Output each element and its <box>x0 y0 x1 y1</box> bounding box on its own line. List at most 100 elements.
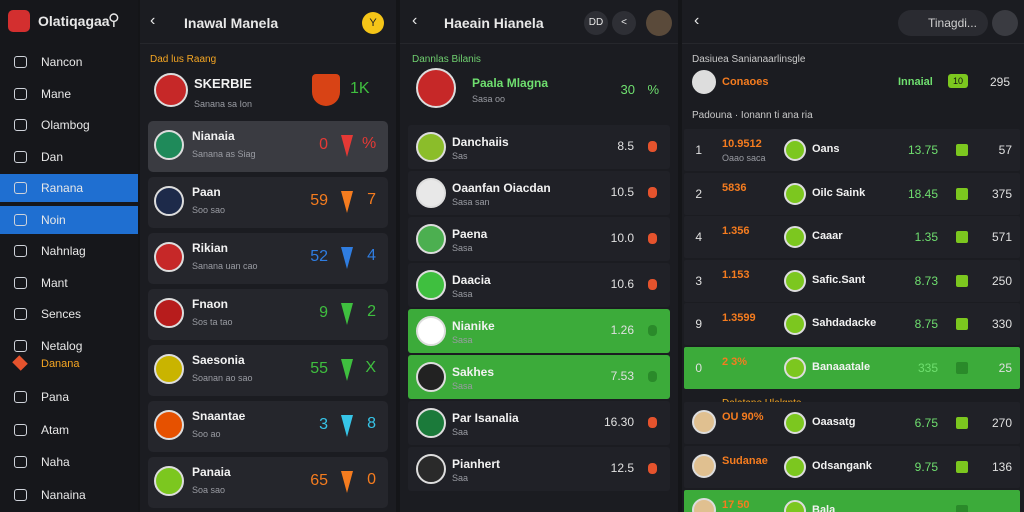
back-button[interactable]: ‹ <box>150 12 156 29</box>
player-avatar <box>784 226 806 248</box>
nav-item[interactable]: Mant <box>0 269 138 297</box>
indicator <box>956 417 968 429</box>
nav-item[interactable]: Nahnlag <box>0 237 138 265</box>
team-sub: Sasa <box>452 335 473 345</box>
player-name: Oans <box>812 143 840 155</box>
section-title: Padouna · Ionann ti ana ria <box>692 110 813 121</box>
code: Sudanae <box>722 455 768 467</box>
nav-item[interactable]: Nanaina <box>0 481 138 509</box>
code: OU 90% <box>722 411 764 423</box>
sidebar: Olatiqagaa ⚲ Nancon Mane Olambog Dan Ranana N… <box>0 0 138 512</box>
rank: 2 <box>695 186 702 201</box>
rank: 3 <box>695 273 702 288</box>
team-sub: Saa <box>452 427 469 437</box>
nav-item[interactable]: Nancon <box>0 48 138 76</box>
badge[interactable]: Y <box>362 12 384 34</box>
indicator <box>648 141 657 152</box>
nav-item[interactable]: Mane <box>0 80 138 108</box>
value: 13.75 <box>907 143 938 157</box>
list-row[interactable]: Fnaon Sos ta tao 9 2 <box>148 289 388 340</box>
nav-label: Ranana <box>41 181 84 195</box>
nav-icon <box>14 456 27 468</box>
indicator <box>956 318 968 330</box>
value: 18.45 <box>907 186 938 201</box>
back-button[interactable]: ‹ <box>694 12 700 29</box>
nav-item[interactable]: Dan <box>0 143 138 171</box>
list-row[interactable]: Nianike Sasa 1.26 <box>408 309 670 353</box>
crest <box>312 74 340 106</box>
nav-item[interactable]: Naha <box>0 448 138 476</box>
section-title: Dannlas Bilanis <box>412 54 481 65</box>
player-sub: Soanan ao sao <box>192 373 253 383</box>
profile-avatar[interactable] <box>992 10 1018 36</box>
avatar <box>154 73 188 107</box>
team-name: Daacia <box>452 273 491 287</box>
list-row[interactable]: Rikian Sanana uan cao 52 4 <box>148 233 388 284</box>
player-avatar <box>784 269 806 292</box>
avatar <box>692 410 716 434</box>
list-row[interactable]: 9 1.3599 Sahdadacke 8.75 330 <box>684 303 1020 345</box>
nav-item[interactable]: Sences <box>0 300 138 328</box>
header: ‹ Haeain Hianela <box>400 0 678 44</box>
indicator <box>956 231 968 243</box>
side-value: X <box>365 359 376 376</box>
nav-item[interactable]: Noin <box>0 205 138 234</box>
list-row[interactable]: Snaantae Soo ao 3 8 <box>148 401 388 452</box>
nav-label: Pana <box>41 390 70 404</box>
right-value: 57 <box>998 143 1012 157</box>
nav-item[interactable]: Olambog <box>0 111 138 139</box>
player-name: Safic.Sant <box>812 273 866 286</box>
team-sub: Saa <box>452 473 469 483</box>
avatar <box>154 354 184 384</box>
list-row[interactable]: Daacia Sasa 10.6 <box>408 263 670 307</box>
right-value: 250 <box>991 273 1012 288</box>
score: 0 <box>319 136 328 153</box>
list-row[interactable]: Par Isanalia Saa 16.30 <box>408 401 670 445</box>
trend-marker <box>341 359 353 381</box>
team-sub: Sasa <box>452 381 473 391</box>
code: 5836 <box>722 181 747 194</box>
avatar <box>154 130 184 160</box>
search-box[interactable]: Tinagdi... <box>898 10 988 36</box>
search-icon[interactable]: ⚲ <box>108 12 120 29</box>
list-row[interactable]: Saesonia Soanan ao sao 55 X <box>148 345 388 396</box>
value: 1.26 <box>610 323 634 337</box>
header: ‹ Tinagdi... <box>682 0 1024 44</box>
profile-avatar[interactable] <box>646 10 672 36</box>
list-row[interactable]: 1 10.9512 Oaao saca Oans 13.75 57 <box>684 129 1020 171</box>
nav-icon <box>14 276 27 289</box>
nav-icon <box>14 308 27 320</box>
nav-label: Naha <box>41 455 70 469</box>
nav-item[interactable]: Atam <box>0 416 138 444</box>
list-row[interactable]: 4 1.356 Caaar 1.35 571 <box>684 216 1020 258</box>
list-row[interactable]: Paan Soo sao 59 7 <box>148 177 388 228</box>
list-row[interactable]: OU 90% Oaasatg 6.75 270 <box>684 402 1020 444</box>
trend-marker <box>341 303 353 325</box>
header-button[interactable]: < <box>612 11 636 35</box>
list-row[interactable]: Oaanfan Oiacdan Sasa san 10.5 <box>408 171 670 215</box>
list-row[interactable]: Sudanae Odsangank 9.75 136 <box>684 446 1020 488</box>
list-row[interactable]: Nianaia Sanana as Siag 0% <box>148 121 388 172</box>
list-row[interactable]: Paena Sasa 10.0 <box>408 217 670 261</box>
nav-item[interactable]: Ranana <box>0 174 138 202</box>
header-button[interactable]: DD <box>584 11 608 35</box>
team-name: Danchaiis <box>452 135 509 149</box>
nav-item[interactable]: Pana <box>0 383 138 411</box>
indicator <box>648 417 657 428</box>
code-sub: Oaao saca <box>722 153 766 163</box>
list-row[interactable]: Pianhert Saa 12.5 <box>408 447 670 491</box>
list-row[interactable]: Sakhes Sasa 7.53 <box>408 355 670 399</box>
list-row[interactable]: Danchaiis Sas 8.5 <box>408 125 670 169</box>
player-name: Snaantae <box>192 409 246 423</box>
list-row[interactable]: 17 50 Bala <box>684 490 1020 512</box>
nav-item[interactable]: Netalog <box>0 332 138 360</box>
list-row[interactable]: 0 2 3% Banaaatale 335 25 <box>684 346 1020 389</box>
player-avatar <box>784 412 806 434</box>
rank: 9 <box>695 317 702 331</box>
list-row[interactable]: 2 5836 Oilc Saink 18.45 375 <box>684 172 1020 215</box>
list-row[interactable]: 3 1.153 Safic.Sant 8.73 250 <box>684 259 1020 302</box>
back-button[interactable]: ‹ <box>412 12 418 29</box>
list-row[interactable]: Panaia Soa sao 65 0 <box>148 457 388 508</box>
player-sub: Sanana uan cao <box>192 261 258 271</box>
indicator <box>648 233 657 244</box>
